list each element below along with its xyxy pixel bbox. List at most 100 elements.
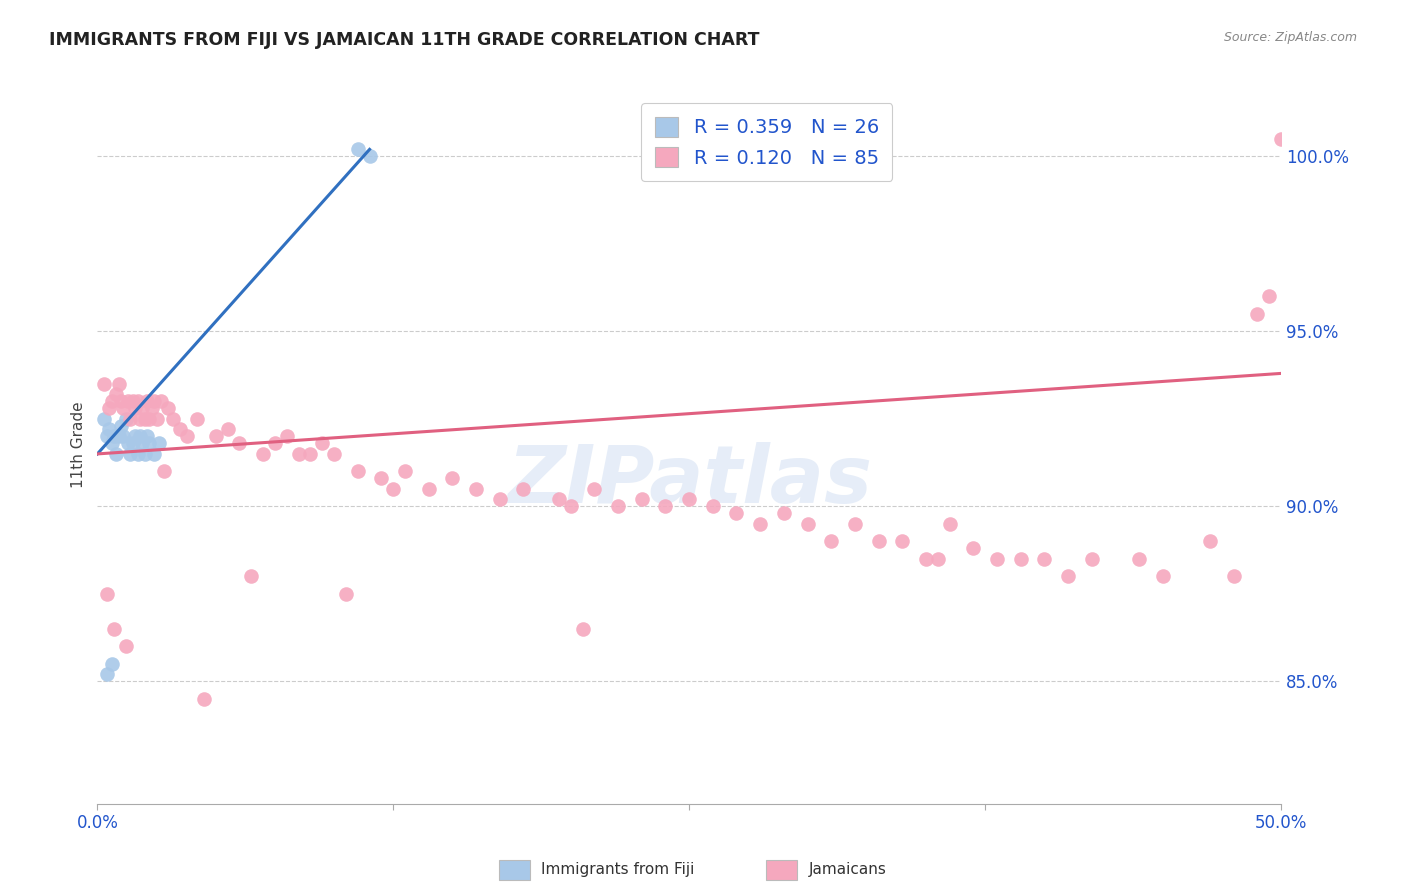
Point xyxy=(150,394,173,409)
Point xyxy=(548,492,571,507)
Point xyxy=(335,587,357,601)
Point xyxy=(1057,569,1080,583)
Point xyxy=(441,471,464,485)
Point xyxy=(162,412,184,426)
Point xyxy=(103,429,125,443)
Point xyxy=(1010,552,1032,566)
Point xyxy=(124,429,146,443)
Point xyxy=(193,692,215,706)
Text: ZIPatlas: ZIPatlas xyxy=(506,442,872,520)
Point xyxy=(136,429,159,443)
Point xyxy=(96,429,118,443)
Point xyxy=(217,422,239,436)
Point xyxy=(131,401,153,416)
Point xyxy=(346,142,368,156)
Point xyxy=(93,376,115,391)
Point xyxy=(240,569,263,583)
Point xyxy=(264,436,287,450)
Point xyxy=(93,412,115,426)
Point xyxy=(630,492,652,507)
Point xyxy=(110,394,132,409)
Point xyxy=(134,447,156,461)
Point xyxy=(124,401,146,416)
Point xyxy=(311,436,333,450)
Point xyxy=(1246,307,1268,321)
Point xyxy=(465,482,488,496)
Point xyxy=(915,552,938,566)
Point xyxy=(359,149,381,163)
Point xyxy=(702,500,724,514)
Point xyxy=(1199,534,1222,549)
Point xyxy=(105,447,128,461)
Point xyxy=(868,534,890,549)
Point xyxy=(98,401,121,416)
Point xyxy=(725,507,748,521)
Point xyxy=(938,516,960,531)
Point xyxy=(112,401,135,416)
Point xyxy=(1033,552,1056,566)
Point xyxy=(512,482,534,496)
Point xyxy=(820,534,842,549)
Point xyxy=(143,394,166,409)
Point xyxy=(148,436,170,450)
Point xyxy=(1222,569,1244,583)
Point xyxy=(560,500,582,514)
Point xyxy=(299,447,322,461)
Point xyxy=(927,552,949,566)
Point xyxy=(110,418,132,433)
Point xyxy=(186,412,208,426)
Point xyxy=(772,507,794,521)
Point xyxy=(117,394,139,409)
Point xyxy=(120,447,142,461)
Point xyxy=(204,429,226,443)
Point xyxy=(107,429,129,443)
Text: Immigrants from Fiji: Immigrants from Fiji xyxy=(541,863,695,877)
Point xyxy=(749,516,772,531)
Point xyxy=(382,482,405,496)
Point xyxy=(114,412,136,426)
Point xyxy=(129,429,152,443)
Point xyxy=(571,622,593,636)
Text: Source: ZipAtlas.com: Source: ZipAtlas.com xyxy=(1223,31,1357,45)
Point xyxy=(129,412,152,426)
Point xyxy=(323,447,346,461)
Point xyxy=(796,516,818,531)
Point xyxy=(891,534,914,549)
Point xyxy=(157,401,180,416)
Point xyxy=(100,436,122,450)
Point xyxy=(136,394,159,409)
Point xyxy=(121,394,143,409)
Point xyxy=(276,429,298,443)
Point xyxy=(583,482,606,496)
Point xyxy=(145,412,167,426)
Point xyxy=(152,465,174,479)
Point xyxy=(962,541,984,556)
Point xyxy=(98,422,121,436)
Point xyxy=(105,387,128,401)
Point xyxy=(127,447,149,461)
Point xyxy=(1152,569,1174,583)
Point xyxy=(134,412,156,426)
Point xyxy=(107,376,129,391)
Point xyxy=(1080,552,1102,566)
Point xyxy=(176,429,198,443)
Point xyxy=(100,657,122,671)
Point xyxy=(143,447,166,461)
Point xyxy=(169,422,191,436)
Point xyxy=(394,465,416,479)
Point xyxy=(252,447,274,461)
Point xyxy=(100,394,122,409)
Text: Jamaicans: Jamaicans xyxy=(808,863,886,877)
Point xyxy=(1270,132,1292,146)
Point xyxy=(112,429,135,443)
Y-axis label: 11th Grade: 11th Grade xyxy=(72,402,86,489)
Point xyxy=(418,482,440,496)
Point xyxy=(141,401,163,416)
Point xyxy=(678,492,700,507)
Point xyxy=(287,447,309,461)
Point xyxy=(138,412,160,426)
Point xyxy=(127,394,149,409)
Point xyxy=(117,436,139,450)
Point xyxy=(986,552,1008,566)
Point xyxy=(114,640,136,654)
